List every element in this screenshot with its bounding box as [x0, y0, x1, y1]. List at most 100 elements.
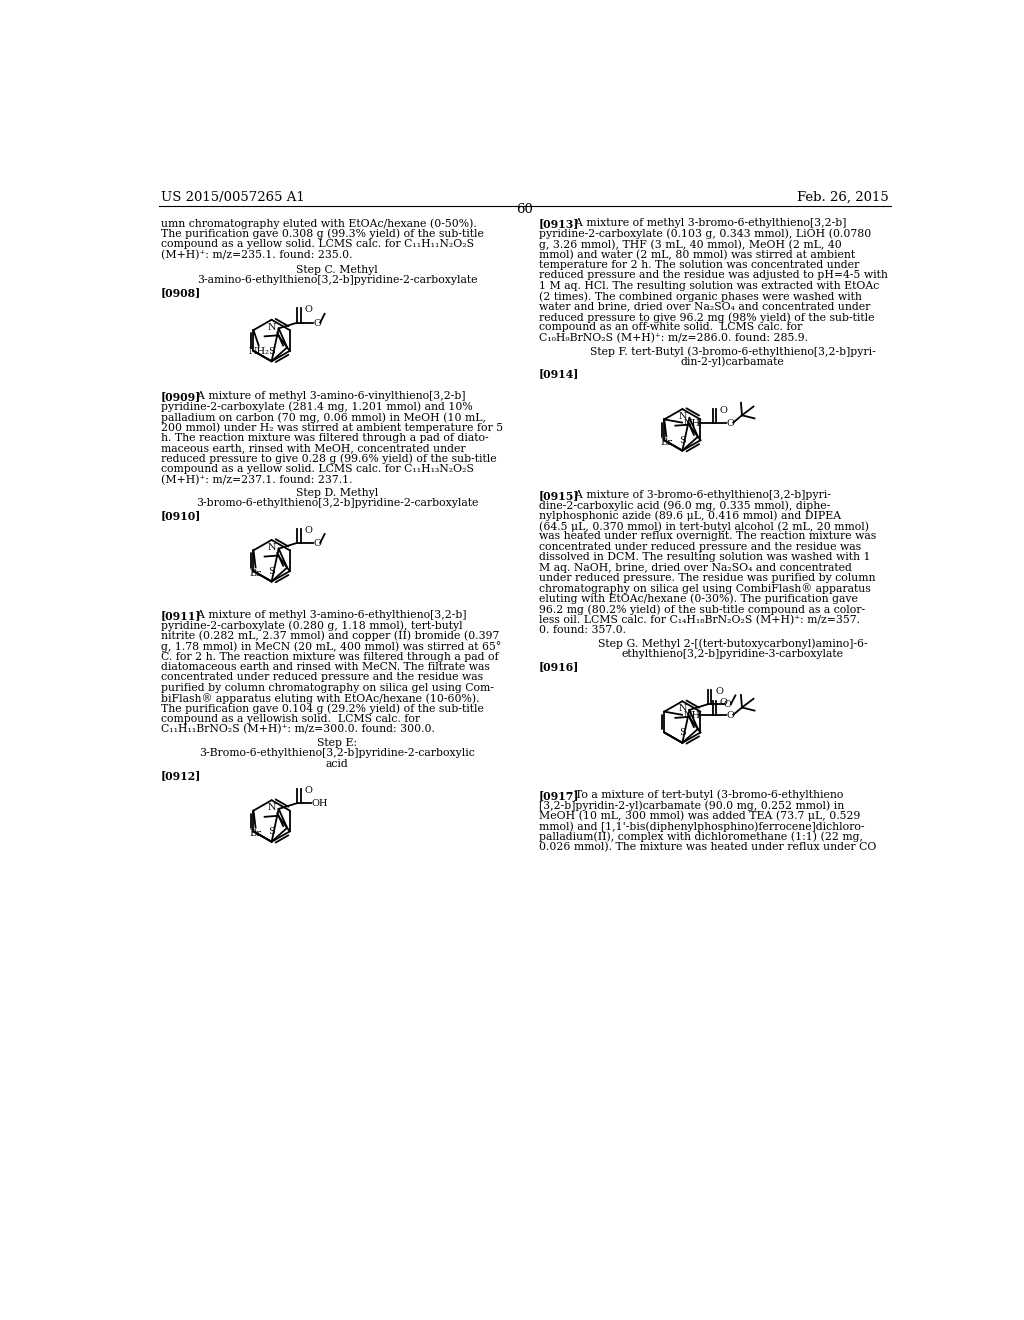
- Text: nitrite (0.282 mL, 2.37 mmol) and copper (II) bromide (0.397: nitrite (0.282 mL, 2.37 mmol) and copper…: [161, 631, 499, 642]
- Text: din-2-yl)carbamate: din-2-yl)carbamate: [681, 356, 784, 367]
- Text: OH: OH: [311, 800, 328, 808]
- Text: O: O: [715, 686, 723, 696]
- Text: 3-bromo-6-ethylthieno[3,2-b]pyridine-2-carboxylate: 3-bromo-6-ethylthieno[3,2-b]pyridine-2-c…: [196, 499, 478, 508]
- Text: C₁₁H₁₁BrNO₂S (M+H)⁺: m/z=300.0. found: 300.0.: C₁₁H₁₁BrNO₂S (M+H)⁺: m/z=300.0. found: 3…: [161, 725, 434, 735]
- Text: O: O: [720, 698, 727, 708]
- Text: S: S: [268, 828, 275, 837]
- Text: NH₂: NH₂: [248, 347, 269, 356]
- Text: compound as a yellow solid. LCMS calc. for C₁₁H₁₃N₂O₂S: compound as a yellow solid. LCMS calc. f…: [161, 465, 473, 474]
- Text: compound as an off-white solid.  LCMS calc. for: compound as an off-white solid. LCMS cal…: [539, 322, 802, 333]
- Text: nylphosphonic azide (89.6 μL, 0.416 mmol) and DIPEA: nylphosphonic azide (89.6 μL, 0.416 mmol…: [539, 511, 841, 521]
- Text: (2 times). The combined organic phases were washed with: (2 times). The combined organic phases w…: [539, 292, 861, 302]
- Text: chromatography on silica gel using CombiFlash® apparatus: chromatography on silica gel using Combi…: [539, 583, 870, 594]
- Text: O: O: [304, 525, 312, 535]
- Text: diatomaceous earth and rinsed with MeCN. The filtrate was: diatomaceous earth and rinsed with MeCN.…: [161, 663, 489, 672]
- Text: purified by column chromatography on silica gel using Com-: purified by column chromatography on sil…: [161, 682, 494, 693]
- Text: O: O: [726, 711, 734, 719]
- Text: O: O: [304, 305, 312, 314]
- Text: A mixture of 3-bromo-6-ethylthieno[3,2-b]pyri-: A mixture of 3-bromo-6-ethylthieno[3,2-b…: [568, 490, 831, 500]
- Text: [0912]: [0912]: [161, 771, 201, 781]
- Text: Feb. 26, 2015: Feb. 26, 2015: [798, 190, 889, 203]
- Text: pyridine-2-carboxylate (0.280 g, 1.18 mmol), tert-butyl: pyridine-2-carboxylate (0.280 g, 1.18 mm…: [161, 620, 462, 631]
- Text: O: O: [726, 418, 734, 428]
- Text: C₁₀H₉BrNO₂S (M+H)⁺: m/z=286.0. found: 285.9.: C₁₀H₉BrNO₂S (M+H)⁺: m/z=286.0. found: 28…: [539, 333, 808, 343]
- Text: To a mixture of tert-butyl (3-bromo-6-ethylthieno: To a mixture of tert-butyl (3-bromo-6-et…: [568, 789, 844, 800]
- Text: maceous earth, rinsed with MeOH, concentrated under: maceous earth, rinsed with MeOH, concent…: [161, 444, 465, 453]
- Text: [0916]: [0916]: [539, 661, 580, 672]
- Text: O: O: [313, 319, 322, 327]
- Text: less oil. LCMS calc. for C₁₄H₁₈BrN₂O₂S (M+H)⁺: m/z=357.: less oil. LCMS calc. for C₁₄H₁₈BrN₂O₂S (…: [539, 615, 860, 624]
- Text: A mixture of methyl 3-amino-6-ethylthieno[3,2-b]: A mixture of methyl 3-amino-6-ethylthien…: [190, 610, 467, 620]
- Text: dissolved in DCM. The resulting solution was washed with 1: dissolved in DCM. The resulting solution…: [539, 552, 870, 562]
- Text: dine-2-carboxylic acid (96.0 mg, 0.335 mmol), diphe-: dine-2-carboxylic acid (96.0 mg, 0.335 m…: [539, 500, 830, 511]
- Text: (M+H)⁺: m/z=235.1. found: 235.0.: (M+H)⁺: m/z=235.1. found: 235.0.: [161, 249, 352, 260]
- Text: O: O: [724, 701, 732, 709]
- Text: (64.5 μL, 0.370 mmol) in tert-butyl alcohol (2 mL, 20 mmol): (64.5 μL, 0.370 mmol) in tert-butyl alco…: [539, 521, 868, 532]
- Text: 96.2 mg (80.2% yield) of the sub-title compound as a color-: 96.2 mg (80.2% yield) of the sub-title c…: [539, 605, 865, 615]
- Text: 3-amino-6-ethylthieno[3,2-b]pyridine-2-carboxylate: 3-amino-6-ethylthieno[3,2-b]pyridine-2-c…: [197, 275, 477, 285]
- Text: O: O: [304, 785, 312, 795]
- Text: 60: 60: [516, 203, 534, 216]
- Text: mmol) and [1,1'-bis(diphenylphosphino)ferrocene]dichloro-: mmol) and [1,1'-bis(diphenylphosphino)fe…: [539, 821, 864, 832]
- Text: 0.026 mmol). The mixture was heated under reflux under CO: 0.026 mmol). The mixture was heated unde…: [539, 842, 877, 853]
- Text: g, 1.78 mmol) in MeCN (20 mL, 400 mmol) was stirred at 65°: g, 1.78 mmol) in MeCN (20 mL, 400 mmol) …: [161, 642, 501, 652]
- Text: concentrated under reduced pressure and the residue was: concentrated under reduced pressure and …: [539, 543, 861, 552]
- Text: Step D. Methyl: Step D. Methyl: [296, 488, 379, 498]
- Text: US 2015/0057265 A1: US 2015/0057265 A1: [161, 190, 304, 203]
- Text: M aq. NaOH, brine, dried over Na₂SO₄ and concentrated: M aq. NaOH, brine, dried over Na₂SO₄ and…: [539, 562, 852, 573]
- Text: N: N: [678, 705, 687, 713]
- Text: [0908]: [0908]: [161, 286, 201, 298]
- Text: (M+H)⁺: m/z=237.1. found: 237.1.: (M+H)⁺: m/z=237.1. found: 237.1.: [161, 474, 352, 484]
- Text: A mixture of methyl 3-amino-6-vinylthieno[3,2-b]: A mixture of methyl 3-amino-6-vinylthien…: [190, 391, 466, 401]
- Text: [0914]: [0914]: [539, 368, 580, 380]
- Text: [0915]: [0915]: [539, 490, 580, 500]
- Text: under reduced pressure. The residue was purified by column: under reduced pressure. The residue was …: [539, 573, 876, 583]
- Text: compound as a yellow solid. LCMS calc. for C₁₁H₁₁N₂O₂S: compound as a yellow solid. LCMS calc. f…: [161, 239, 473, 249]
- Text: acid: acid: [326, 759, 348, 768]
- Text: C. for 2 h. The reaction mixture was filtered through a pad of: C. for 2 h. The reaction mixture was fil…: [161, 652, 498, 661]
- Text: NH: NH: [684, 418, 700, 428]
- Text: reduced pressure to give 0.28 g (99.6% yield) of the sub-title: reduced pressure to give 0.28 g (99.6% y…: [161, 454, 497, 465]
- Text: g, 3.26 mmol), THF (3 mL, 40 mmol), MeOH (2 mL, 40: g, 3.26 mmol), THF (3 mL, 40 mmol), MeOH…: [539, 239, 842, 249]
- Text: was heated under reflux overnight. The reaction mixture was: was heated under reflux overnight. The r…: [539, 532, 876, 541]
- Text: N: N: [678, 412, 687, 421]
- Text: [0913]: [0913]: [539, 218, 580, 230]
- Text: S: S: [679, 729, 686, 738]
- Text: N: N: [267, 543, 275, 552]
- Text: [0909]: [0909]: [161, 391, 201, 403]
- Text: O: O: [313, 539, 322, 548]
- Text: umn chromatography eluted with EtOAc/hexane (0-50%).: umn chromatography eluted with EtOAc/hex…: [161, 218, 476, 230]
- Text: palladium(II), complex with dichloromethane (1:1) (22 mg,: palladium(II), complex with dichlorometh…: [539, 832, 863, 842]
- Text: compound as a yellowish solid.  LCMS calc. for: compound as a yellowish solid. LCMS calc…: [161, 714, 420, 723]
- Text: palladium on carbon (70 mg, 0.06 mmol) in MeOH (10 mL,: palladium on carbon (70 mg, 0.06 mmol) i…: [161, 412, 485, 422]
- Text: Br: Br: [250, 569, 261, 578]
- Text: [0917]: [0917]: [539, 789, 580, 801]
- Text: S: S: [679, 436, 686, 445]
- Text: 1 M aq. HCl. The resulting solution was extracted with EtOAc: 1 M aq. HCl. The resulting solution was …: [539, 281, 879, 290]
- Text: temperature for 2 h. The solution was concentrated under: temperature for 2 h. The solution was co…: [539, 260, 859, 271]
- Text: [0910]: [0910]: [161, 511, 201, 521]
- Text: [0911]: [0911]: [161, 610, 201, 620]
- Text: N: N: [267, 323, 275, 331]
- Text: water and brine, dried over Na₂SO₄ and concentrated under: water and brine, dried over Na₂SO₄ and c…: [539, 302, 870, 312]
- Text: 0. found: 357.0.: 0. found: 357.0.: [539, 626, 626, 635]
- Text: eluting with EtOAc/hexane (0-30%). The purification gave: eluting with EtOAc/hexane (0-30%). The p…: [539, 594, 858, 605]
- Text: Step G. Methyl 2-[(tert-butoxycarbonyl)amino]-6-: Step G. Methyl 2-[(tert-butoxycarbonyl)a…: [598, 639, 867, 649]
- Text: O: O: [720, 407, 727, 414]
- Text: mmol) and water (2 mL, 80 mmol) was stirred at ambient: mmol) and water (2 mL, 80 mmol) was stir…: [539, 249, 855, 260]
- Text: concentrated under reduced pressure and the residue was: concentrated under reduced pressure and …: [161, 672, 482, 682]
- Text: The purification gave 0.104 g (29.2% yield) of the sub-title: The purification gave 0.104 g (29.2% yie…: [161, 704, 483, 714]
- Text: pyridine-2-carboxylate (0.103 g, 0.343 mmol), LiOH (0.0780: pyridine-2-carboxylate (0.103 g, 0.343 m…: [539, 228, 871, 239]
- Text: The purification gave 0.308 g (99.3% yield) of the sub-title: The purification gave 0.308 g (99.3% yie…: [161, 228, 483, 239]
- Text: S: S: [268, 347, 275, 356]
- Text: Step E:: Step E:: [317, 738, 357, 748]
- Text: pyridine-2-carboxylate (281.4 mg, 1.201 mmol) and 10%: pyridine-2-carboxylate (281.4 mg, 1.201 …: [161, 401, 472, 412]
- Text: MeOH (10 mL, 300 mmol) was added TEA (73.7 μL, 0.529: MeOH (10 mL, 300 mmol) was added TEA (73…: [539, 810, 860, 821]
- Text: NH: NH: [684, 711, 700, 719]
- Text: reduced pressure to give 96.2 mg (98% yield) of the sub-title: reduced pressure to give 96.2 mg (98% yi…: [539, 312, 874, 322]
- Text: Step F. tert-Butyl (3-bromo-6-ethylthieno[3,2-b]pyri-: Step F. tert-Butyl (3-bromo-6-ethylthien…: [590, 346, 876, 356]
- Text: 3-Bromo-6-ethylthieno[3,2-b]pyridine-2-carboxylic: 3-Bromo-6-ethylthieno[3,2-b]pyridine-2-c…: [200, 748, 475, 758]
- Text: N: N: [267, 804, 275, 812]
- Text: h. The reaction mixture was filtered through a pad of diato-: h. The reaction mixture was filtered thr…: [161, 433, 488, 444]
- Text: Br: Br: [250, 829, 261, 838]
